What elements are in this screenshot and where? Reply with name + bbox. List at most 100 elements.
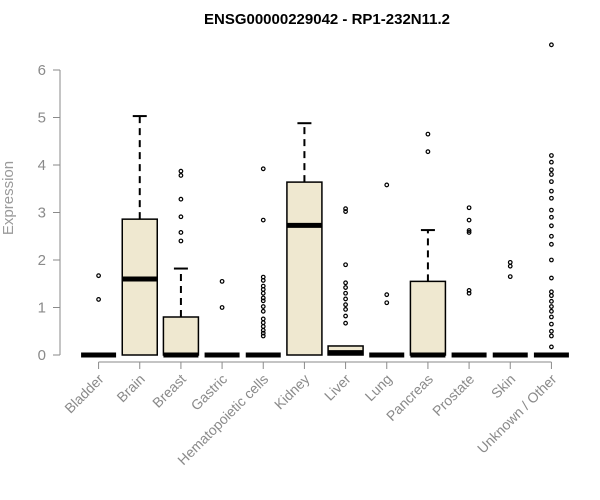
outlier-point <box>260 333 266 339</box>
box-group <box>245 166 281 358</box>
outlier-point <box>260 290 266 296</box>
outlier-point <box>178 214 184 220</box>
outlier-point <box>260 283 266 289</box>
outlier-point <box>343 307 348 312</box>
outlier-point <box>549 188 554 194</box>
outlier-point <box>260 330 266 336</box>
outlier-point <box>549 159 554 165</box>
box <box>121 218 158 356</box>
outlier-point <box>260 320 266 326</box>
outlier-point <box>343 262 348 268</box>
outlier-point <box>96 273 101 279</box>
outlier-point <box>466 217 472 223</box>
outlier-point <box>178 230 184 235</box>
outlier-point <box>549 167 554 173</box>
outlier-point <box>178 173 184 178</box>
plot-area <box>81 42 569 358</box>
y-tick-label: 5 <box>38 110 46 127</box>
outlier-point <box>549 257 554 263</box>
outlier-point <box>260 274 266 280</box>
outlier-point <box>549 321 554 327</box>
outlier-point <box>178 238 184 244</box>
outlier-point <box>466 230 472 235</box>
y-axis: 0 1 2 3 4 5 6 <box>38 62 61 364</box>
outlier-point <box>549 153 554 158</box>
x-tick-label: Brain <box>113 371 147 405</box>
outlier-point <box>178 168 184 174</box>
outlier-point <box>343 290 348 296</box>
outlier-point <box>343 285 348 290</box>
outlier-point <box>260 308 266 314</box>
outlier-point <box>178 196 184 202</box>
outlier-point <box>549 308 554 314</box>
outlier-point <box>549 275 554 281</box>
box <box>286 181 323 356</box>
outlier-point <box>549 223 554 229</box>
x-tick-label: Kidney <box>271 371 313 413</box>
outlier-point <box>549 328 554 334</box>
outlier-point <box>549 298 554 304</box>
outlier-point <box>384 292 390 298</box>
outlier-point <box>549 293 554 299</box>
outlier-point <box>260 217 266 223</box>
x-tick-label: Prostate <box>429 371 477 419</box>
box-group <box>162 168 200 358</box>
outlier-point <box>549 289 554 295</box>
x-tick-label: Lung <box>362 371 395 404</box>
y-tick-label: 0 <box>38 347 46 364</box>
outlier-point <box>260 295 266 301</box>
outlier-point <box>260 304 266 309</box>
outlier-point <box>384 300 390 306</box>
y-axis-label: Expression <box>0 161 17 235</box>
box <box>409 280 447 356</box>
outlier-point <box>549 172 554 177</box>
outlier-point <box>549 233 554 239</box>
outlier-point <box>466 205 472 211</box>
outlier-point <box>343 302 348 308</box>
outlier-point <box>260 316 266 322</box>
outlier-point <box>343 320 348 326</box>
outlier-point <box>507 259 513 265</box>
outlier-point <box>466 290 472 296</box>
outlier-point <box>260 298 266 304</box>
outlier-point <box>549 344 554 350</box>
outlier-point <box>343 313 348 319</box>
outlier-point <box>343 296 348 302</box>
box-group <box>492 259 528 358</box>
box-group <box>121 115 158 356</box>
box-group <box>81 273 117 358</box>
outlier-point <box>425 131 431 137</box>
box-group <box>533 42 569 358</box>
outlier-point <box>549 42 554 48</box>
box-group <box>451 205 487 358</box>
box-group <box>369 182 405 358</box>
outlier-point <box>507 274 513 280</box>
x-tick-label: Liver <box>321 371 354 404</box>
y-tick-label: 6 <box>38 62 46 79</box>
outlier-point <box>260 324 266 329</box>
outlier-point <box>549 207 554 213</box>
y-tick-label: 3 <box>38 205 46 222</box>
box-group <box>327 206 364 356</box>
x-tick-label: Skin <box>488 371 519 402</box>
outlier-point <box>343 280 348 286</box>
outlier-point <box>549 195 554 201</box>
outlier-point <box>549 179 554 185</box>
outlier-point <box>549 304 554 309</box>
y-tick-label: 2 <box>38 252 46 269</box>
outlier-point <box>466 228 472 233</box>
outlier-point <box>466 288 472 293</box>
outlier-point <box>549 314 554 320</box>
y-tick-label: 4 <box>38 157 46 174</box>
x-tick-label: Bladder <box>61 371 107 417</box>
x-tick-label: Breast <box>149 371 189 411</box>
chart-title: ENSG00000229042 - RP1-232N11.2 <box>204 11 450 28</box>
outlier-point <box>549 333 554 339</box>
outlier-point <box>549 241 554 247</box>
box-group <box>204 278 240 358</box>
outlier-point <box>260 166 266 172</box>
box-group <box>409 131 447 358</box>
outlier-point <box>343 206 348 212</box>
